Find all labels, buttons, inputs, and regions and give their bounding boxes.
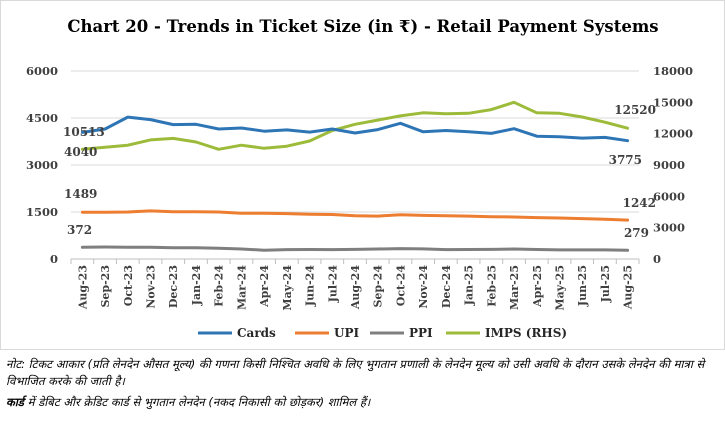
x-tick-label: Apr-24 bbox=[258, 265, 271, 308]
y-left-tick-label: 4500 bbox=[26, 111, 58, 125]
chart-container: Chart 20 - Trends in Ticket Size (in ₹) … bbox=[0, 0, 725, 350]
note-cards-text: में डेबिट और क्रेडिट कार्ड से भुगतान लेन… bbox=[23, 395, 371, 409]
y-right-tick-label: 12000 bbox=[653, 127, 693, 141]
y-axis-left: 0 1500 3000 4500 6000 bbox=[26, 64, 58, 266]
data-label-first: 1489 bbox=[64, 187, 97, 201]
y-left-tick-label: 0 bbox=[50, 252, 58, 266]
series-line-ppi bbox=[80, 245, 630, 252]
y-right-tick-label: 3000 bbox=[653, 221, 685, 235]
x-tick-label: Aug-23 bbox=[76, 265, 89, 310]
x-tick-label: Jun-24 bbox=[304, 265, 317, 307]
legend: Cards UPI PPI IMPS (RHS) bbox=[198, 326, 567, 340]
x-tick-label: May-24 bbox=[281, 265, 294, 311]
y-right-tick-label: 15000 bbox=[653, 95, 693, 109]
note-ticket-size: नोट: टिकट आकार (प्रति लेनदेन औसत मूल्य) … bbox=[6, 357, 705, 388]
x-tick-label: Jul-24 bbox=[326, 265, 339, 304]
y-left-tick-label: 3000 bbox=[26, 158, 58, 172]
y-right-tick-label: 18000 bbox=[653, 64, 693, 78]
y-right-tick-label: 0 bbox=[653, 252, 661, 266]
x-tick-label: Jun-25 bbox=[576, 265, 589, 307]
legend-label: UPI bbox=[334, 326, 359, 340]
x-tick-label: Aug-24 bbox=[349, 265, 362, 310]
x-tick-label: Jan-25 bbox=[463, 265, 476, 306]
legend-label: Cards bbox=[237, 326, 276, 340]
x-tick-label: Sep-24 bbox=[372, 265, 385, 308]
data-label-last: 1242 bbox=[623, 196, 656, 210]
series-lines bbox=[80, 100, 630, 252]
data-label-last: 279 bbox=[624, 226, 649, 240]
x-tick-label: Oct-23 bbox=[122, 265, 135, 306]
note-cards-term: कार्ड bbox=[6, 395, 24, 409]
x-axis: Aug-23 Sep-23 Oct-23 Nov-23 Dec-23 Jan-24 Feb-… bbox=[70, 258, 640, 311]
x-tick-label: Nov-24 bbox=[417, 265, 430, 309]
series-line-imps-rhs bbox=[80, 100, 630, 151]
x-tick-label: Dec-24 bbox=[440, 265, 453, 308]
data-label-last: 3775 bbox=[609, 153, 642, 167]
y-left-tick-label: 1500 bbox=[26, 205, 58, 219]
chart-title: Chart 20 - Trends in Ticket Size (in ₹) … bbox=[67, 17, 658, 36]
series-line-cards bbox=[80, 115, 630, 143]
x-tick-label: May-25 bbox=[553, 265, 566, 311]
series-line-upi bbox=[80, 209, 630, 222]
x-tick-label: Sep-23 bbox=[99, 265, 112, 308]
x-tick-label: Mar-25 bbox=[508, 265, 521, 310]
x-tick-label: Dec-23 bbox=[167, 265, 180, 308]
x-tick-label: Jan-24 bbox=[190, 265, 203, 307]
data-labels: 10513 12520 4040 3775 1489 1242 372 279 bbox=[63, 103, 656, 240]
data-label-first: 372 bbox=[67, 223, 92, 237]
legend-label: PPI bbox=[409, 326, 433, 340]
x-tick-label: Feb-25 bbox=[485, 265, 498, 307]
y-left-tick-label: 6000 bbox=[26, 64, 58, 78]
y-right-tick-label: 6000 bbox=[653, 189, 685, 203]
data-label-first: 4040 bbox=[64, 145, 97, 159]
x-tick-label: Oct-24 bbox=[394, 265, 407, 307]
x-tick-label: Nov-23 bbox=[145, 265, 158, 309]
note-cards: कार्ड में डेबिट और क्रेडिट कार्ड से भुगत… bbox=[6, 394, 718, 411]
x-tick-label: Apr-25 bbox=[531, 265, 544, 308]
x-tick-label: Feb-24 bbox=[213, 265, 226, 307]
line-chart: Chart 20 - Trends in Ticket Size (in ₹) … bbox=[26, 17, 693, 340]
data-label-last: 12520 bbox=[614, 103, 656, 117]
data-label-first: 10513 bbox=[63, 125, 105, 139]
y-axis-right: 0 3000 6000 9000 12000 15000 18000 bbox=[653, 64, 693, 266]
gridlines bbox=[71, 70, 639, 260]
x-tick-label: Aug-25 bbox=[622, 265, 635, 310]
y-right-tick-label: 9000 bbox=[653, 158, 685, 172]
x-tick-label: Jul-25 bbox=[599, 265, 612, 303]
legend-label: IMPS (RHS) bbox=[485, 326, 567, 340]
notes: नोट: टिकट आकार (प्रति लेनदेन औसत मूल्य) … bbox=[6, 356, 718, 411]
x-tick-label: Mar-24 bbox=[235, 265, 248, 310]
